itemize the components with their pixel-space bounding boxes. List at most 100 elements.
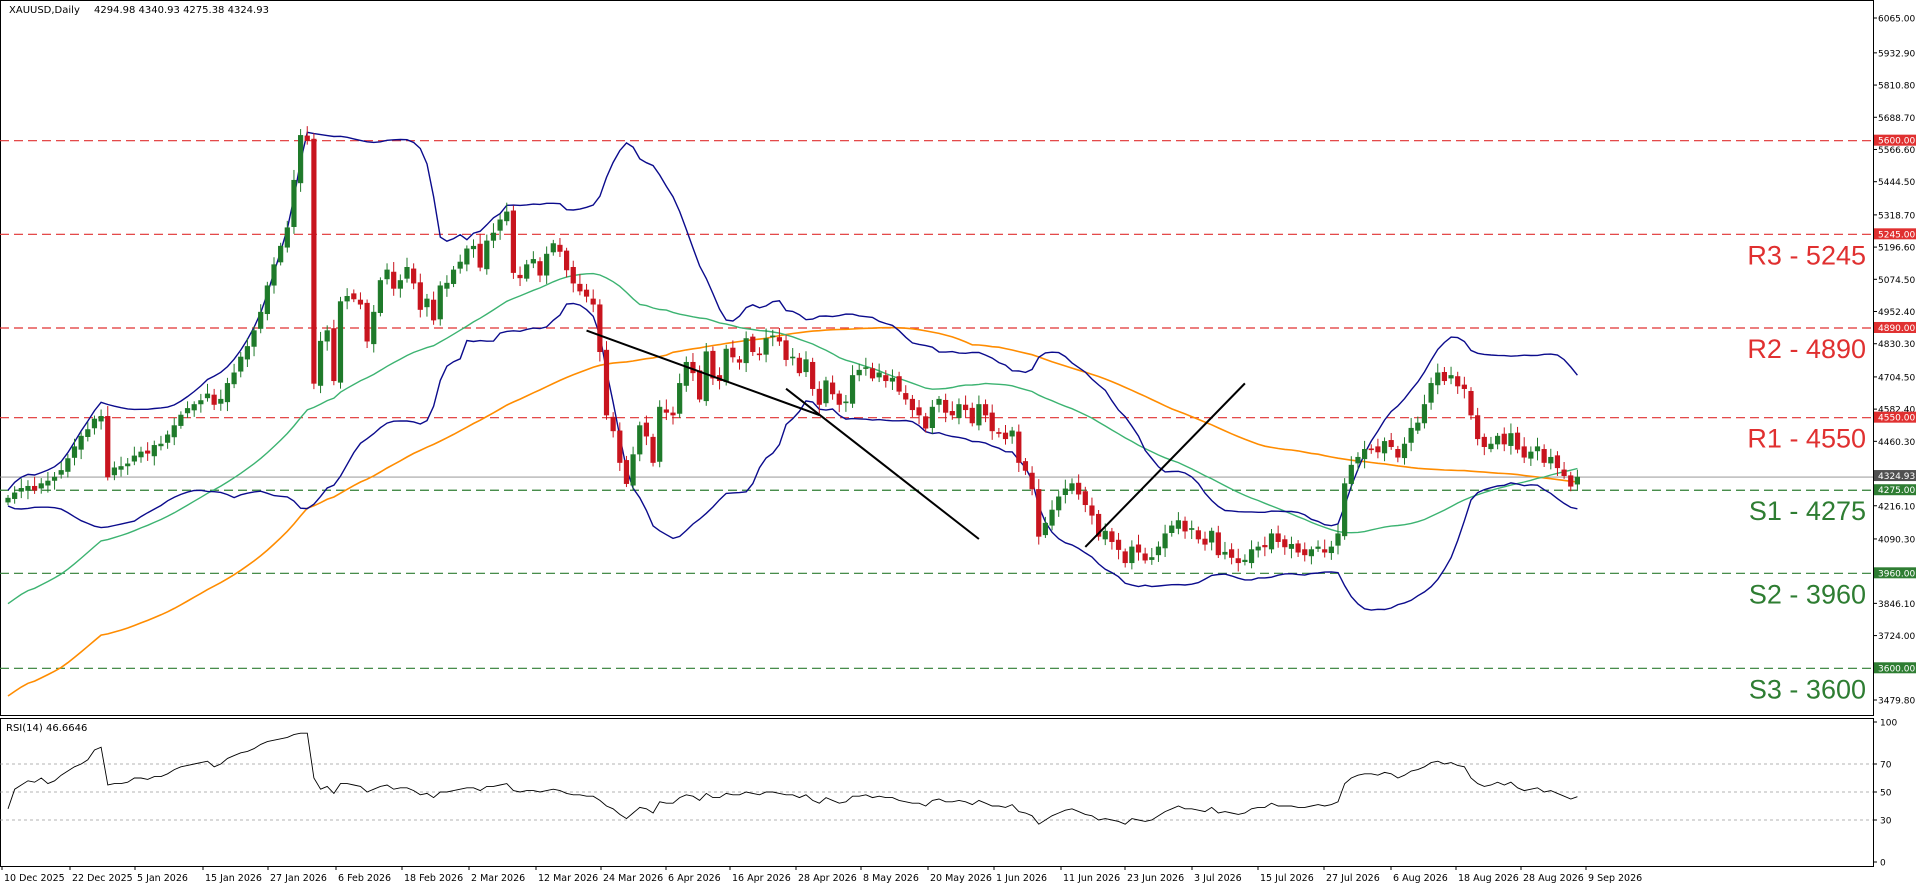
- candle-body: [969, 407, 975, 424]
- price-tick-label: 4460.30: [1878, 438, 1915, 448]
- candle-body: [244, 346, 251, 360]
- candle-body: [849, 375, 856, 404]
- date-tick-label: 2 Mar 2026: [471, 873, 525, 884]
- level-label-3600.00: S3 - 3600: [1749, 674, 1866, 704]
- level-label-4275.00: S1 - 4275: [1749, 496, 1866, 526]
- rsi-tick-label: 50: [1880, 789, 1892, 799]
- candle-body: [377, 280, 384, 313]
- candle-body: [803, 359, 809, 373]
- candle-body: [304, 135, 310, 141]
- candle-body: [590, 298, 596, 305]
- candle-body: [158, 443, 164, 447]
- level-tag-text: 4550.00: [1878, 414, 1915, 424]
- price-tick-label: 4830.30: [1878, 340, 1915, 350]
- candle-body: [1514, 432, 1521, 450]
- level-label-5245.00: R3 - 5245: [1747, 240, 1866, 270]
- candle-body: [909, 398, 915, 411]
- candle-body: [1421, 404, 1428, 424]
- rsi-tick-label: 30: [1880, 817, 1892, 827]
- current-price-tag-text: 4324.93: [1878, 472, 1915, 482]
- candle-body: [643, 422, 649, 437]
- candle-body: [450, 269, 457, 284]
- candlesticks: [5, 126, 1580, 572]
- candle-body: [38, 483, 44, 489]
- candle-body: [916, 407, 922, 416]
- candle-body: [1169, 525, 1175, 533]
- candle-body: [1328, 546, 1334, 554]
- price-tick-label: 3846.10: [1878, 600, 1915, 610]
- candle-body: [1508, 433, 1514, 446]
- candle-body: [1062, 488, 1068, 496]
- candle-body: [145, 450, 151, 454]
- candle-body: [1082, 491, 1088, 506]
- candle-body: [65, 458, 71, 472]
- candle-body: [1109, 531, 1115, 542]
- candle-body: [111, 467, 117, 476]
- date-tick-label: 1 Jun 2026: [996, 873, 1047, 884]
- candle-body: [1322, 549, 1328, 553]
- candle-body: [1308, 549, 1314, 557]
- candle-body: [384, 269, 390, 280]
- candle-body: [1342, 483, 1348, 537]
- candle-body: [570, 266, 576, 284]
- candle-body: [437, 285, 443, 320]
- candle-body: [1375, 446, 1381, 453]
- candle-body: [843, 401, 849, 404]
- price-tick-label: 4704.50: [1878, 373, 1915, 383]
- candle-body: [131, 455, 137, 462]
- candle-body: [204, 393, 211, 399]
- level-label-3960.00: S2 - 3960: [1749, 579, 1866, 609]
- candle-body: [1229, 549, 1235, 558]
- level-tag-text: 4275.00: [1878, 486, 1915, 496]
- bollinger-lower: [7, 302, 1578, 611]
- candle-body: [956, 404, 962, 418]
- candle-body: [264, 285, 270, 315]
- candle-body: [457, 261, 463, 269]
- candle-body: [823, 380, 829, 404]
- candle-body: [364, 302, 370, 342]
- main-panel: [0, 0, 1874, 716]
- candle-body: [1248, 549, 1255, 564]
- candle-body: [1275, 533, 1281, 542]
- candle-body: [796, 357, 802, 374]
- date-tick-label: 15 Jul 2026: [1260, 873, 1314, 884]
- price-tick-label: 6065.00: [1878, 15, 1915, 25]
- candle-body: [497, 219, 503, 231]
- candle-body: [597, 304, 603, 353]
- candle-body: [504, 211, 510, 222]
- candle-body: [184, 408, 191, 414]
- candle-body: [151, 445, 157, 457]
- trend-lines: [586, 329, 1246, 548]
- trend-line-3: [1084, 382, 1246, 548]
- candle-body: [344, 296, 350, 302]
- candle-body: [650, 436, 656, 463]
- candle-body: [1561, 469, 1567, 477]
- candle-body: [577, 283, 583, 292]
- level-tag-box: [1874, 228, 1916, 240]
- candle-body: [1049, 509, 1055, 526]
- candle-body: [251, 330, 257, 347]
- candle-body: [12, 492, 18, 499]
- candle-body: [1076, 482, 1082, 495]
- rsi-indicator: 100 70 50 30 0: [0, 719, 1897, 869]
- candle-body: [929, 406, 935, 428]
- candle-body: [337, 301, 344, 383]
- candle-body: [617, 430, 623, 463]
- candle-body: [404, 266, 410, 279]
- candle-body: [1022, 461, 1029, 471]
- candle-body: [1202, 538, 1208, 545]
- candle-body: [976, 404, 982, 426]
- candle-body: [258, 311, 264, 329]
- candle-body: [1069, 483, 1075, 491]
- candle-body: [1102, 530, 1108, 540]
- candle-body: [544, 253, 550, 276]
- price-tick-label: 3479.80: [1878, 697, 1915, 707]
- level-tag-box: [1874, 321, 1916, 333]
- candle-body: [743, 338, 749, 364]
- candle-body: [723, 348, 729, 383]
- candle-body: [178, 414, 184, 426]
- candle-body: [1568, 475, 1574, 487]
- candle-body: [829, 382, 836, 395]
- candle-body: [1335, 533, 1341, 546]
